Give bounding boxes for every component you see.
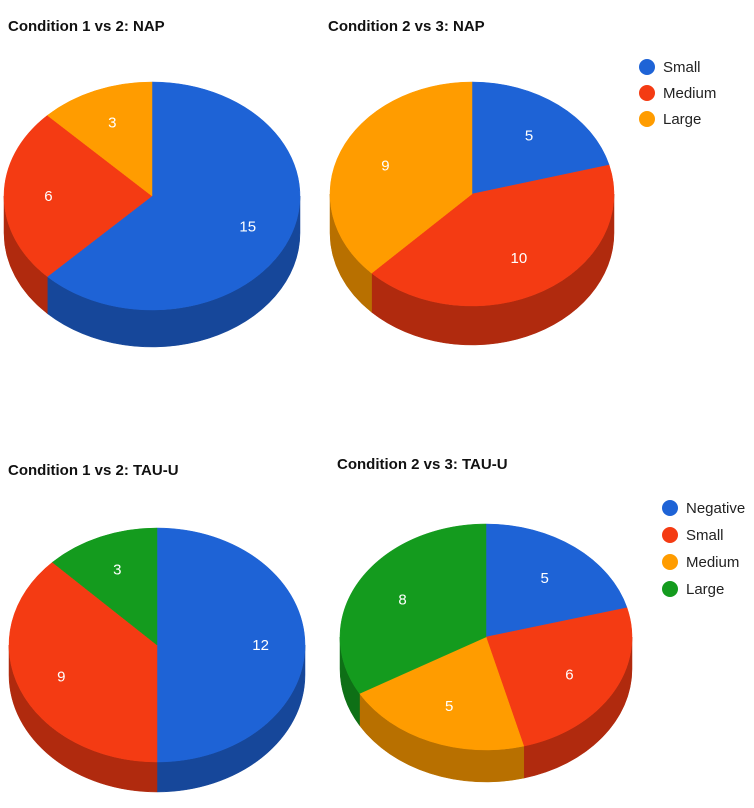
chart-3-title: Condition 1 vs 2: TAU-U — [8, 462, 179, 479]
pie-slice-small — [471, 81, 610, 195]
legend-tau-item-medium: Medium — [662, 554, 739, 571]
pie-chart-2: Condition 2 vs 3: NAP 5 10 9 — [328, 18, 615, 346]
legend-label: Large — [686, 581, 724, 598]
legend-swatch — [639, 85, 655, 101]
legend-label: Medium — [686, 554, 739, 571]
legend-nap: Small Medium Large — [639, 59, 716, 128]
pie-slice-value-label: 15 — [239, 219, 256, 236]
chart-1-title: Condition 1 vs 2: NAP — [8, 18, 165, 35]
legend-tau-item-large: Large — [662, 581, 724, 598]
legend-swatch — [662, 500, 678, 516]
legend-tau-item-negative: Negative — [662, 500, 745, 517]
pie-slice-small — [8, 561, 158, 763]
pie-slice-medium — [371, 164, 615, 307]
legend-label: Negative — [686, 500, 745, 517]
pie-slice-value-label: 12 — [252, 637, 269, 654]
legend-label: Large — [663, 111, 701, 128]
pie-slice-value-label: 3 — [108, 114, 116, 131]
pie-slice-medium — [359, 636, 525, 751]
pie-slice-value-label: 9 — [57, 668, 65, 685]
legend-swatch — [662, 554, 678, 570]
pie-slice-value-label: 9 — [381, 158, 389, 175]
pie-slice-small — [485, 607, 633, 747]
legend-nap-item-medium: Medium — [639, 85, 716, 102]
legend-nap-item-large: Large — [639, 111, 701, 128]
pie-chart-4: Condition 2 vs 3: TAU-U 5 6 5 8 — [337, 456, 633, 783]
pie-slice-negative — [156, 527, 306, 763]
legend-label: Medium — [663, 85, 716, 102]
pie-slice-large — [51, 527, 158, 646]
pie-chart-3: Condition 1 vs 2: TAU-U 12 9 3 — [8, 462, 306, 793]
pie-2-slices: 5 10 9 — [329, 81, 615, 346]
legend-swatch — [639, 59, 655, 75]
legend-swatch — [662, 581, 678, 597]
legend-swatch — [639, 111, 655, 127]
pie-3-slices: 12 9 3 — [8, 527, 306, 793]
pie-slice-value-label: 6 — [565, 666, 573, 683]
pie-slice-large — [339, 523, 487, 694]
pie-slice-value-label: 5 — [445, 698, 453, 715]
pie-slice-negative — [485, 523, 628, 638]
pie-slice-small — [46, 81, 301, 311]
chart-2-title: Condition 2 vs 3: NAP — [328, 18, 485, 35]
pie-slice-value-label: 3 — [113, 561, 121, 578]
legend-tau-item-small: Small — [662, 527, 724, 544]
pie-4-slices: 5 6 5 8 — [339, 523, 633, 783]
pie-slice-value-label: 5 — [540, 570, 548, 587]
legend-nap-item-small: Small — [639, 59, 701, 76]
chart-4-title: Condition 2 vs 3: TAU-U — [337, 456, 508, 473]
pie-slice-large — [46, 81, 153, 197]
legend-tau-u: Negative Small Medium Large — [662, 500, 745, 598]
pie-slice-large — [329, 81, 473, 274]
legend-label: Small — [663, 59, 701, 76]
pie-slice-medium — [3, 115, 153, 277]
pie-slice-value-label: 8 — [398, 592, 406, 609]
pie-slice-value-label: 6 — [44, 188, 52, 205]
pie-slice-value-label: 5 — [525, 127, 533, 144]
pie-slice-value-label: 10 — [511, 250, 528, 267]
legend-swatch — [662, 527, 678, 543]
legend-label: Small — [686, 527, 724, 544]
